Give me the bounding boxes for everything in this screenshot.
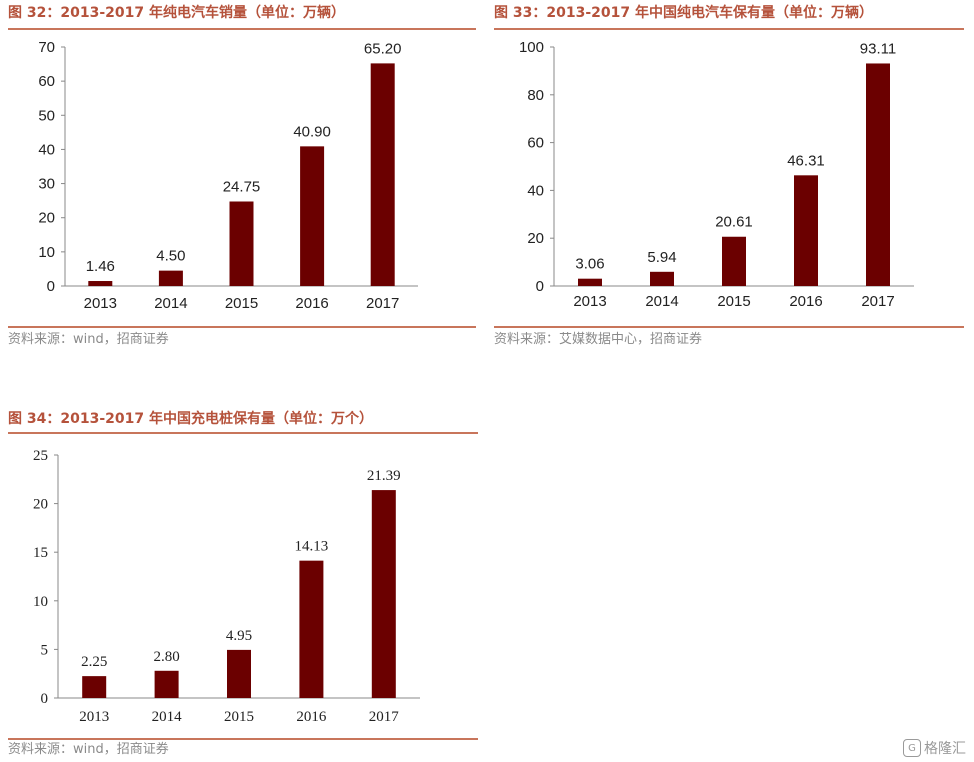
- data-label-2013: 1.46: [86, 258, 115, 275]
- x-tick-label: 2015: [717, 293, 750, 310]
- watermark: G 格隆汇: [903, 738, 966, 758]
- y-tick-label: 25: [33, 448, 48, 464]
- y-tick-label: 40: [38, 141, 55, 158]
- y-tick-label: 20: [33, 497, 48, 513]
- bar-2016: [299, 560, 324, 698]
- data-label-2014: 5.94: [647, 249, 676, 266]
- x-tick-label: 2016: [296, 709, 327, 725]
- data-label-2017: 65.20: [364, 40, 402, 57]
- bar-2014: [650, 271, 674, 286]
- x-tick-label: 2016: [789, 293, 822, 310]
- x-tick-label: 2013: [573, 293, 606, 310]
- bar-chart-stock: 0 20 40 60 80 100 3.06 2013 5.94 2014 20.61 2015 46.…: [519, 39, 914, 310]
- data-label-2017: 93.11: [860, 40, 896, 57]
- x-tick-label: 2017: [861, 293, 894, 310]
- data-label-2016: 40.90: [293, 123, 331, 140]
- y-tick-label: 10: [38, 244, 55, 261]
- data-label-2014: 4.50: [156, 248, 185, 265]
- y-tick-label: 10: [33, 594, 48, 610]
- x-tick-label: 2016: [295, 295, 328, 312]
- bar-2015: [229, 201, 254, 286]
- source-note: 资料来源：艾媒数据中心，招商证券: [494, 332, 703, 347]
- bar-2014: [158, 270, 183, 286]
- x-tick-label: 2014: [152, 709, 183, 725]
- data-label-2013: 2.25: [81, 654, 107, 670]
- y-tick-label: 70: [38, 39, 55, 56]
- y-tick-label: 40: [527, 182, 544, 199]
- title-rule: [494, 28, 964, 30]
- y-tick-label: 0: [47, 278, 55, 295]
- data-label-2017: 21.39: [367, 468, 401, 484]
- y-tick-label: 15: [33, 545, 48, 561]
- y-tick-label: 80: [527, 87, 544, 104]
- x-tick-label: 2014: [645, 293, 678, 310]
- y-tick-label: 20: [38, 210, 55, 227]
- x-tick-label: 2013: [84, 295, 117, 312]
- y-tick-label: 0: [536, 278, 544, 295]
- data-label-2014: 2.80: [153, 649, 179, 665]
- x-tick-label: 2017: [369, 709, 400, 725]
- data-label-2015: 4.95: [226, 628, 252, 644]
- title-rule: [8, 28, 476, 30]
- chart-panel-stock: 图 33：2013-2017 年中国纯电汽车保有量（单位：万辆） 0 20 40 60…: [494, 4, 964, 354]
- y-tick-label: 100: [519, 39, 544, 56]
- y-tick-label: 20: [527, 230, 544, 247]
- title-rule: [8, 432, 478, 434]
- bar-2017: [370, 63, 395, 286]
- x-tick-label: 2015: [225, 295, 258, 312]
- chart-title: 图 33：2013-2017 年中国纯电汽车保有量（单位：万辆）: [494, 5, 873, 21]
- bar-chart-sales: 0 10 20 30 40 50 60 70 1.46 2013 4.50 2014 24.75 2015…: [38, 39, 418, 312]
- g-logo-icon: G: [903, 739, 921, 757]
- chart-title: 图 34：2013-2017 年中国充电桩保有量（单位：万个）: [8, 411, 373, 427]
- data-label-2016: 46.31: [787, 152, 825, 169]
- bar-2014: [154, 670, 179, 698]
- data-label-2015: 20.61: [715, 214, 753, 231]
- y-tick-label: 5: [41, 642, 49, 658]
- y-tick-label: 0: [41, 691, 49, 707]
- x-tick-label: 2017: [366, 295, 399, 312]
- bar-2017: [866, 63, 890, 286]
- x-tick-label: 2015: [224, 709, 254, 725]
- bar-2015: [227, 649, 251, 698]
- chart-panel-sales: 图 32：2013-2017 年纯电汽车销量（单位：万辆） 0 10 20 30 40 5…: [8, 4, 476, 354]
- source-rule: [8, 738, 478, 740]
- data-label-2013: 3.06: [575, 256, 604, 273]
- bar-chart-chargers: 0 5 10 15 20 25 2.25 2013 2.80 2014 4.95 2015 14.13 2…: [33, 448, 420, 725]
- data-label-2015: 24.75: [223, 178, 261, 195]
- y-tick-label: 30: [38, 176, 55, 193]
- watermark-text: 格隆汇: [924, 741, 966, 757]
- y-tick-label: 50: [38, 107, 55, 124]
- source-note: 资料来源：wind，招商证券: [8, 332, 169, 347]
- data-label-2016: 14.13: [295, 539, 329, 555]
- bar-2016: [300, 146, 325, 286]
- bar-2013: [82, 676, 107, 698]
- x-tick-label: 2013: [79, 709, 109, 725]
- source-note: 资料来源：wind，招商证券: [8, 742, 169, 757]
- bar-2016: [794, 175, 818, 286]
- source-rule: [494, 326, 964, 328]
- y-tick-label: 60: [527, 135, 544, 152]
- x-tick-label: 2014: [154, 295, 187, 312]
- bar-2017: [371, 490, 396, 698]
- chart-title: 图 32：2013-2017 年纯电汽车销量（单位：万辆）: [8, 5, 345, 21]
- y-tick-label: 60: [38, 73, 55, 90]
- bar-2013: [88, 281, 113, 286]
- source-rule: [8, 326, 476, 328]
- bar-2015: [722, 236, 746, 286]
- chart-panel-chargers: 图 34：2013-2017 年中国充电桩保有量（单位：万个） 0 5 10 15 20…: [8, 410, 478, 760]
- bar-2013: [578, 278, 602, 286]
